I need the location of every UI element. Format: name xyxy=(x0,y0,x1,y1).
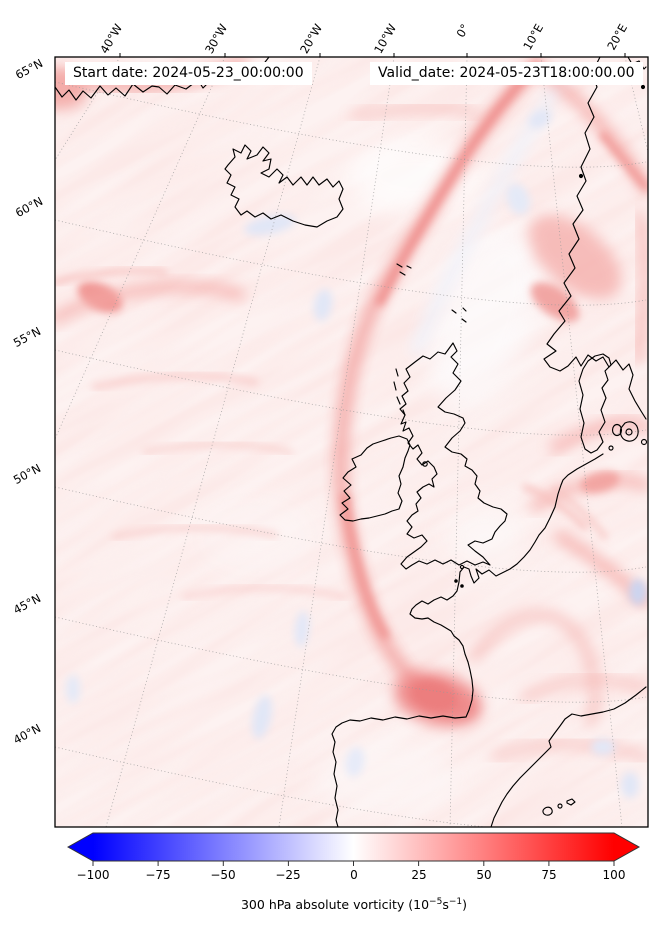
colorbar-tick-neg75: −75 xyxy=(145,868,171,882)
vorticity-blue-patches xyxy=(66,109,647,798)
start-date-annotation: Start date: 2024-05-23_00:00:00 xyxy=(65,62,312,85)
colorbar-label-suffix: ) xyxy=(462,897,467,913)
colorbar xyxy=(66,832,641,866)
coast-iceland xyxy=(224,144,344,228)
map-plot xyxy=(54,53,649,828)
colorbar-label-mid: s xyxy=(442,897,449,913)
coast-shetland-orkney xyxy=(451,307,467,323)
colorbar-tick-0: 0 xyxy=(350,868,358,882)
colorbar-tick-25: 25 xyxy=(411,868,427,882)
top-axis-ticks xyxy=(119,53,626,57)
map-frame xyxy=(54,56,649,828)
colorbar-tick-neg100: −100 xyxy=(76,868,110,882)
left-axis-label-40n: 40°N xyxy=(10,721,44,747)
colorbar-ticks xyxy=(92,861,615,866)
coast-norway xyxy=(543,57,647,420)
coast-denmark xyxy=(578,353,612,454)
colorbar-tick-neg25: −25 xyxy=(275,868,301,882)
coast-great-britain xyxy=(399,342,508,570)
colorbar-tick-neg50: −50 xyxy=(210,868,236,882)
colorbar-label-prefix: 300 hPa absolute vorticity (10 xyxy=(240,897,430,913)
left-axis-label-50n: 50°N xyxy=(10,461,44,487)
left-axis-label-45n: 45°N xyxy=(10,591,44,617)
coast-norway-north xyxy=(627,57,647,70)
coast-balearics xyxy=(542,806,553,816)
colorbar-label-exp2: −1 xyxy=(448,897,463,907)
coast-faroe xyxy=(396,263,412,276)
coast-continent-west xyxy=(331,453,604,827)
colorbar-tick-75: 75 xyxy=(541,868,557,882)
colorbar-axis-label: 300 hPa absolute vorticity (10−5s−1) xyxy=(104,897,604,912)
colorbar-min-arrow xyxy=(68,833,93,861)
coastlines xyxy=(55,57,648,827)
coast-hebrides xyxy=(393,368,406,416)
colorbar-max-arrow xyxy=(614,833,639,861)
vorticity-wisp-texture xyxy=(55,57,648,827)
colorbar-tick-50: 50 xyxy=(476,868,492,882)
valid-date-annotation: Valid_date: 2024-05-23T18:00:00.00 xyxy=(370,62,643,85)
colorbar-label-exp1: −5 xyxy=(429,897,443,907)
map-axes xyxy=(54,53,649,828)
coast-ireland xyxy=(339,435,411,522)
colorbar-tick-100: 100 xyxy=(602,868,626,882)
graticule-gridlines xyxy=(55,57,648,827)
left-axis-label-55n: 55°N xyxy=(10,324,44,350)
coast-mediterranean xyxy=(490,686,647,827)
colorbar-gradient xyxy=(93,833,614,861)
